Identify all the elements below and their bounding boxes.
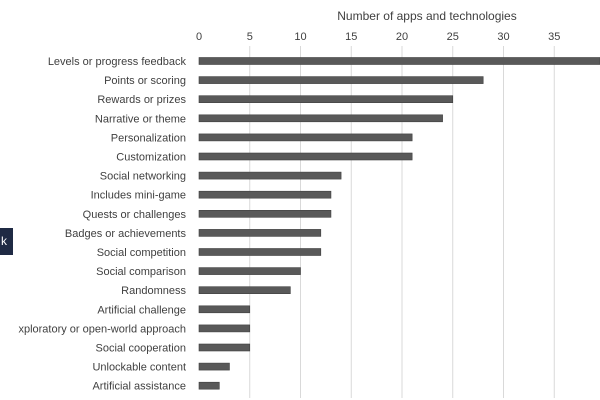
category-label-5: Personalization — [111, 132, 186, 144]
side-tab-button[interactable]: k — [0, 228, 13, 255]
category-label-11: Social competition — [97, 247, 186, 259]
bar-2 — [198, 76, 484, 84]
bar-16 — [198, 343, 251, 352]
category-label-15: xploratory or open-world approach — [18, 323, 186, 335]
category-label-7: Social networking — [100, 171, 186, 183]
category-label-9: Quests or challenges — [83, 209, 187, 221]
x-tick-20: 20 — [396, 31, 408, 43]
bar-12 — [198, 267, 301, 275]
bar-18 — [198, 381, 220, 390]
bar-7 — [198, 171, 342, 180]
x-tick-25: 25 — [447, 31, 459, 43]
x-axis-title: Number of apps and technologies — [337, 9, 516, 23]
category-label-16: Social cooperation — [95, 343, 186, 355]
x-tick-labels: 051015202530354 — [196, 31, 560, 43]
x-tick-0: 0 — [196, 31, 202, 43]
category-label-17: Unlockable content — [92, 362, 186, 374]
bar-15 — [198, 324, 251, 333]
category-label-10: Badges or achievements — [65, 228, 187, 240]
x-tick-5: 5 — [247, 31, 253, 43]
x-tick-10: 10 — [294, 31, 306, 43]
category-label-3: Rewards or prizes — [97, 94, 186, 106]
gridlines — [249, 46, 555, 398]
category-labels: Levels or progress feedback Points or sco… — [18, 56, 186, 393]
bar-10 — [198, 229, 322, 237]
category-label-13: Randomness — [121, 285, 186, 297]
bar-6 — [198, 152, 413, 161]
bar-5 — [198, 133, 413, 142]
category-label-18: Artificial assistance — [92, 381, 186, 393]
x-tick-15: 15 — [345, 31, 357, 43]
bar-17 — [198, 362, 230, 371]
category-label-4: Narrative or theme — [95, 113, 186, 125]
bars — [198, 57, 600, 390]
category-label-8: Includes mini-game — [91, 190, 186, 202]
bar-3 — [198, 95, 454, 103]
bar-8 — [198, 190, 332, 199]
category-label-14: Artificial challenge — [97, 304, 186, 316]
bar-14 — [198, 305, 251, 314]
category-label-1: Levels or progress feedback — [48, 56, 187, 68]
x-tick-35: 35 — [548, 31, 560, 43]
bar-13 — [198, 286, 291, 295]
x-tick-30: 30 — [497, 31, 509, 43]
bar-11 — [198, 248, 322, 256]
bar-1 — [198, 57, 600, 65]
bar-9 — [198, 210, 332, 218]
category-label-2: Points or scoring — [104, 75, 186, 87]
bar-4 — [198, 114, 443, 123]
category-label-6: Customization — [116, 152, 186, 164]
category-label-12: Social comparison — [96, 266, 186, 278]
